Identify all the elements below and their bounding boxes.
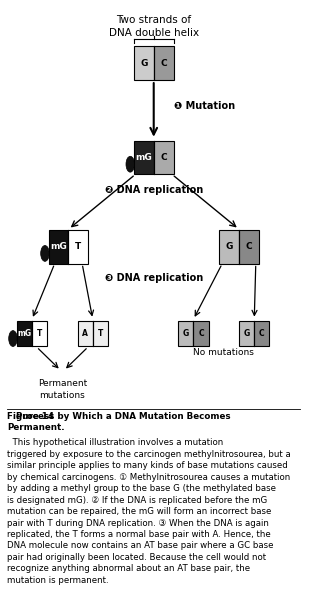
FancyBboxPatch shape [178, 320, 193, 346]
Ellipse shape [9, 330, 17, 346]
FancyBboxPatch shape [154, 47, 173, 80]
Text: G: G [140, 59, 148, 68]
Text: mG: mG [135, 153, 152, 162]
Text: Figure 14: Figure 14 [7, 412, 54, 421]
FancyBboxPatch shape [239, 320, 254, 346]
Text: T: T [37, 329, 42, 338]
Text: mG: mG [17, 329, 31, 338]
Text: ❸ DNA replication: ❸ DNA replication [104, 273, 203, 283]
Text: G: G [225, 242, 233, 251]
Text: C: C [160, 153, 167, 162]
FancyBboxPatch shape [49, 230, 69, 264]
Ellipse shape [126, 156, 134, 172]
Text: C: C [198, 329, 204, 338]
Text: G: G [244, 329, 250, 338]
Ellipse shape [41, 245, 49, 261]
Text: Permanent
mutations: Permanent mutations [38, 379, 87, 400]
Text: Process by Which a DNA Mutation Becomes
Permanent.: Process by Which a DNA Mutation Becomes … [7, 412, 231, 432]
FancyBboxPatch shape [78, 320, 93, 346]
FancyBboxPatch shape [16, 320, 32, 346]
FancyBboxPatch shape [134, 47, 154, 80]
Text: C: C [246, 242, 252, 251]
Text: Two strands of
DNA double helix: Two strands of DNA double helix [109, 15, 199, 38]
Text: No mutations: No mutations [193, 348, 254, 357]
Text: G: G [182, 329, 189, 338]
Text: ❶ Mutation: ❶ Mutation [173, 101, 235, 111]
Text: mG: mG [50, 242, 67, 251]
FancyBboxPatch shape [239, 230, 259, 264]
Text: T: T [75, 242, 81, 251]
Text: C: C [259, 329, 265, 338]
FancyBboxPatch shape [69, 230, 88, 264]
Text: ❷ DNA replication: ❷ DNA replication [104, 184, 203, 194]
FancyBboxPatch shape [193, 320, 209, 346]
FancyBboxPatch shape [219, 230, 239, 264]
FancyBboxPatch shape [154, 141, 173, 174]
Text: This hypothetical illustration involves a mutation
triggered by exposure to the : This hypothetical illustration involves … [7, 439, 291, 585]
FancyBboxPatch shape [93, 320, 108, 346]
Text: T: T [98, 329, 103, 338]
FancyBboxPatch shape [134, 141, 154, 174]
Text: C: C [160, 59, 167, 68]
Text: A: A [82, 329, 88, 338]
FancyBboxPatch shape [254, 320, 269, 346]
FancyBboxPatch shape [32, 320, 47, 346]
